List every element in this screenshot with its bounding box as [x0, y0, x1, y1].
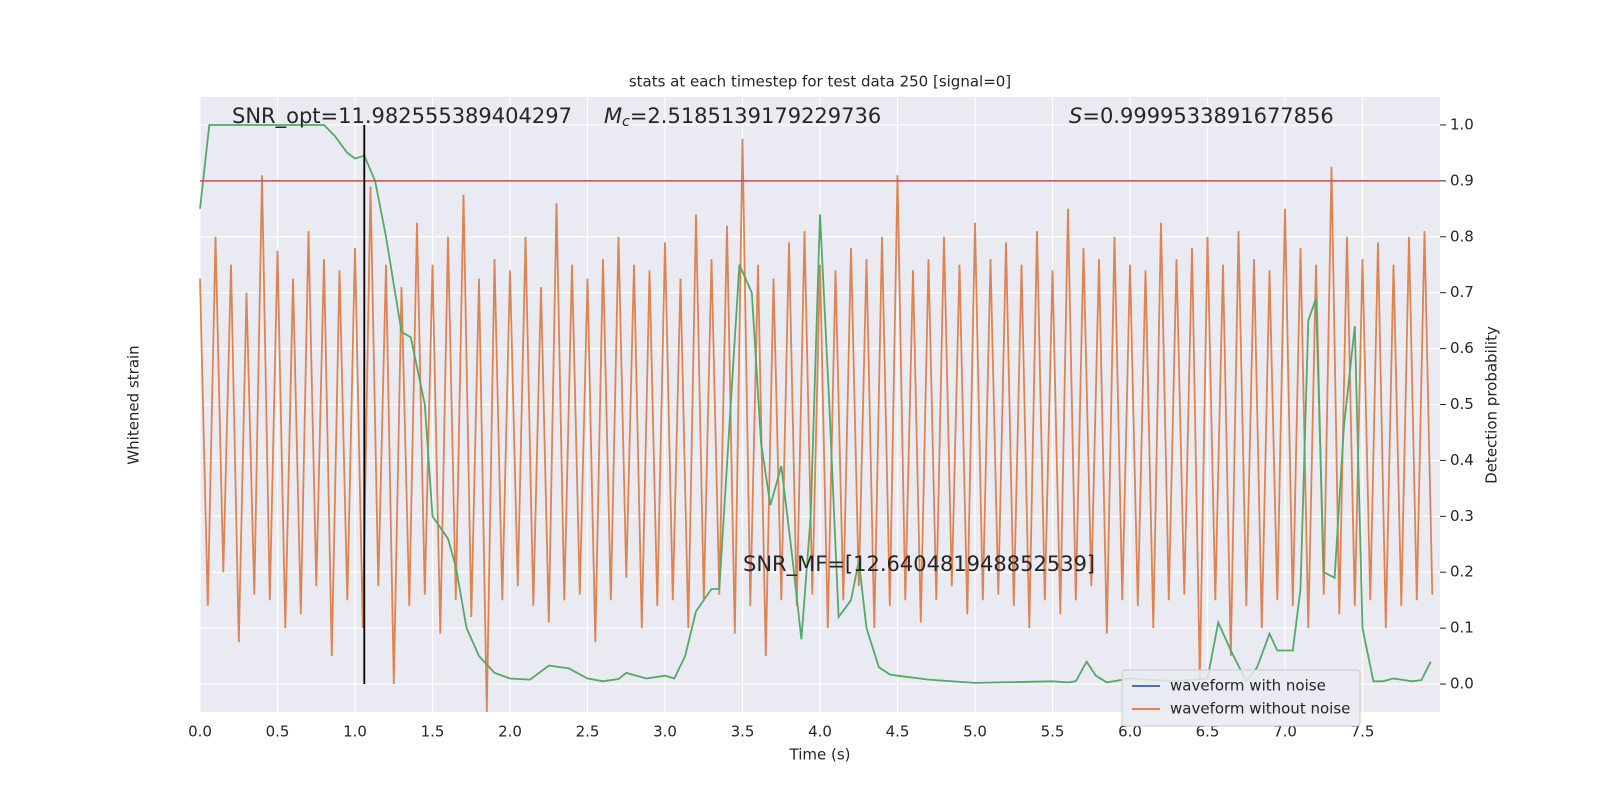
y2-tick-label: 0.4: [1450, 451, 1474, 469]
x-tick-label: 0.0: [188, 723, 212, 741]
y2-tick-label: 0.6: [1450, 339, 1474, 357]
legend-box: [1121, 669, 1361, 727]
annotation: S=0.9999533891677856: [1069, 104, 1334, 128]
value: =0.9999533891677856: [1082, 104, 1333, 128]
x-tick-label: 3.5: [731, 723, 755, 741]
y2-tick-label: 1.0: [1450, 115, 1474, 133]
x-tick-label: 7.0: [1273, 723, 1297, 741]
y2-tick-label: 0.9: [1450, 171, 1474, 189]
legend-label: waveform without noise: [1170, 700, 1350, 718]
y2-tick-label: 0.2: [1450, 563, 1474, 581]
x-tick-label: 1.0: [343, 723, 367, 741]
y2-tick-label: 0.8: [1450, 227, 1474, 245]
series-line: [199, 138, 1434, 713]
y2-axis-label: Detection probability: [1483, 326, 1501, 484]
x-tick-label: 1.5: [421, 723, 445, 741]
symbol: S: [1069, 104, 1082, 128]
x-tick-label: 4.5: [886, 723, 910, 741]
chart-title: stats at each timestep for test data 250…: [629, 73, 1011, 91]
symbol: M: [604, 104, 622, 128]
x-tick-label: 5.5: [1041, 723, 1065, 741]
y2-tick-label: 0.5: [1450, 395, 1474, 413]
y-axis-label: Whitened strain: [125, 345, 143, 464]
y2-tick-label: 0.1: [1450, 619, 1474, 637]
x-tick-label: 7.5: [1351, 723, 1375, 741]
y2-tick-label: 0.7: [1450, 283, 1474, 301]
x-tick-label: 6.5: [1196, 723, 1220, 741]
x-tick-label: 3.0: [653, 723, 677, 741]
legend-label: waveform with noise: [1170, 677, 1326, 695]
y2-tick-label: 0.0: [1450, 675, 1474, 693]
x-tick-label: 0.5: [266, 723, 290, 741]
x-tick-label: 2.5: [576, 723, 600, 741]
x-tick-label: 2.0: [498, 723, 522, 741]
series-line: [199, 124, 1432, 684]
annotation: SNR_MF=[12.640481948852539]: [743, 552, 1095, 577]
x-tick-label: 4.0: [808, 723, 832, 741]
x-tick-label: 5.0: [963, 723, 987, 741]
annotation: Mc=2.5185139179229736: [604, 104, 881, 130]
x-tick-label: 6.0: [1118, 723, 1142, 741]
x-axis-label: Time (s): [789, 746, 851, 764]
value: =2.5185139179229736: [630, 104, 881, 128]
subscript: c: [622, 114, 630, 130]
annotation: SNR_opt=11.982555389404297: [232, 104, 572, 129]
y2-tick-label: 0.3: [1450, 507, 1474, 525]
